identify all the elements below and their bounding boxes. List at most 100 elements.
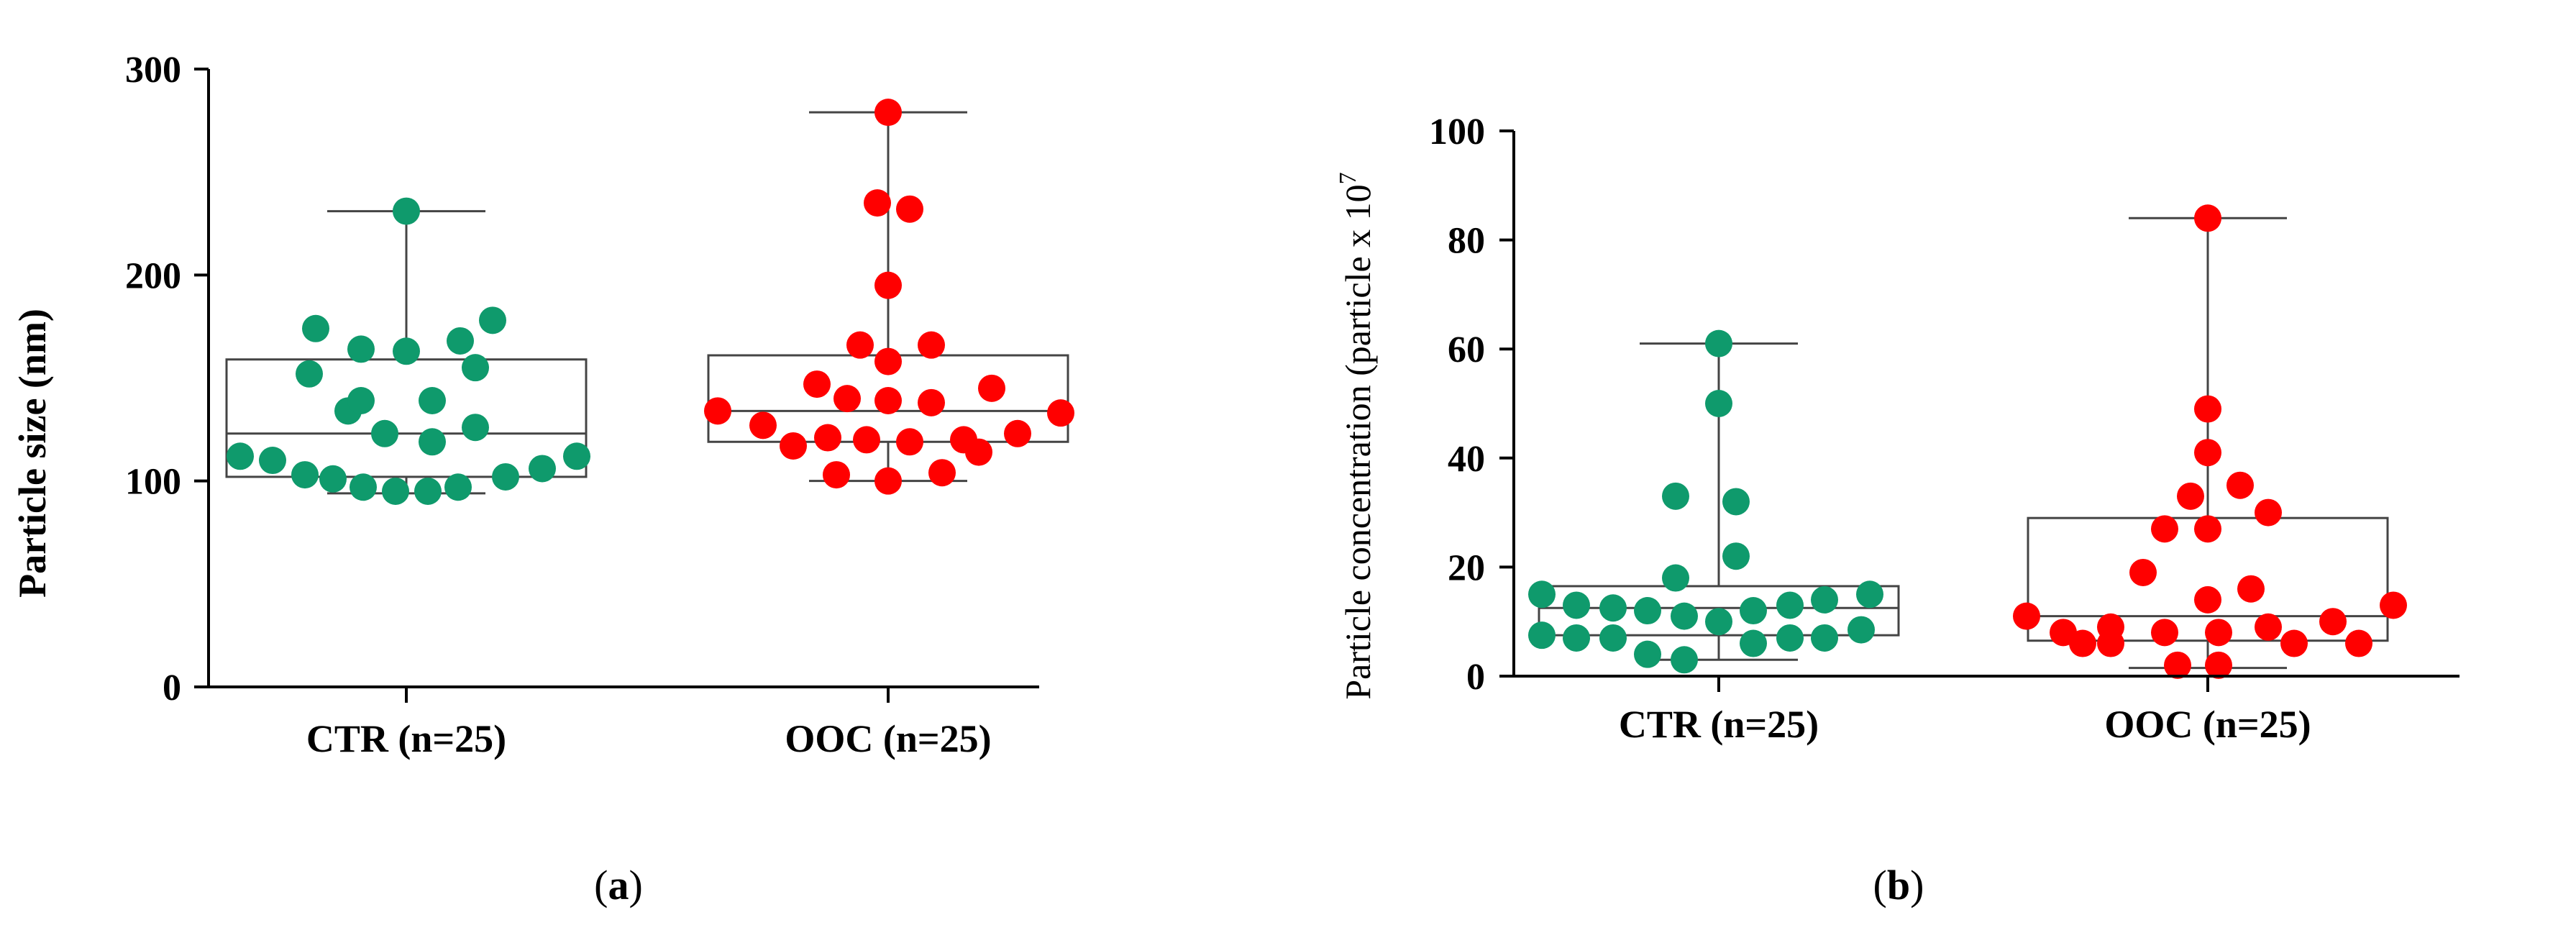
y-axis-label: Particle size (nm)	[11, 309, 54, 598]
data-point	[1662, 564, 1689, 592]
y-tick-label: 100	[1429, 111, 1485, 152]
y-axis-ticks: 0 100 200 300	[125, 50, 209, 708]
y-axis-line	[207, 69, 1039, 688]
data-point	[896, 428, 923, 456]
data-point	[447, 327, 474, 355]
data-point	[2151, 515, 2178, 543]
data-point	[928, 459, 956, 487]
data-point	[814, 424, 841, 452]
data-points	[227, 99, 1074, 505]
data-point	[1811, 585, 1838, 614]
data-point	[529, 455, 556, 483]
data-point	[2194, 439, 2221, 467]
data-point	[896, 195, 923, 223]
data-point	[1740, 629, 1767, 657]
data-point	[259, 447, 286, 475]
box-plots	[225, 111, 1069, 495]
data-point	[393, 337, 420, 365]
data-point	[2345, 629, 2372, 657]
data-point	[1563, 591, 1590, 619]
data-point	[1528, 580, 1556, 609]
data-point	[1671, 646, 1698, 674]
data-point	[291, 461, 319, 489]
data-point	[874, 99, 902, 127]
data-point	[347, 335, 375, 363]
data-point	[1856, 580, 1883, 609]
data-point	[462, 354, 489, 382]
data-point	[780, 432, 807, 460]
y-tick-label: 300	[125, 50, 181, 91]
y-tick-label: 100	[125, 462, 181, 503]
data-point	[1776, 591, 1804, 619]
data-point	[2226, 471, 2254, 499]
data-point	[302, 314, 329, 342]
data-point	[2129, 558, 2157, 586]
x-axis-ticks	[405, 687, 890, 703]
data-point	[1528, 621, 1556, 650]
panel-label: (a)	[594, 862, 643, 908]
data-point	[419, 428, 446, 456]
data-point	[965, 438, 992, 466]
x-category-label: CTR (n=25)	[306, 717, 506, 760]
data-point	[864, 189, 891, 217]
y-tick-label: 80	[1448, 221, 1485, 262]
box-plot	[1538, 342, 1900, 661]
data-point	[1563, 624, 1590, 652]
data-point	[2069, 629, 2096, 657]
data-point	[749, 411, 777, 439]
y-tick-label: 0	[163, 667, 181, 708]
data-point	[444, 473, 472, 501]
data-point	[371, 419, 398, 447]
box-plots	[1538, 217, 2389, 670]
data-point	[347, 386, 375, 414]
y-tick-label: 200	[125, 255, 181, 296]
data-point	[853, 426, 880, 454]
y-axis-ticks: 0 20 40 60 80 100	[1429, 111, 1514, 698]
data-point	[393, 197, 420, 225]
data-point	[978, 374, 1005, 402]
x-category-label: OOC (n=25)	[2104, 703, 2311, 746]
data-point	[874, 271, 902, 299]
data-point	[479, 306, 506, 334]
data-point	[2255, 498, 2282, 527]
data-point	[1004, 419, 1031, 447]
data-point	[1599, 594, 1627, 622]
data-point	[563, 442, 590, 470]
data-point	[1662, 482, 1689, 510]
data-point	[1634, 640, 1661, 668]
data-point	[2097, 629, 2124, 657]
data-point	[823, 461, 850, 489]
data-point	[382, 477, 409, 505]
data-point	[2164, 651, 2191, 679]
chart-panel-a: Particle size (nm) 0 100 200 300 CTR (n=25)…	[11, 50, 1074, 908]
data-point	[1847, 616, 1875, 644]
data-point	[1705, 608, 1732, 636]
data-point	[874, 347, 902, 375]
data-point	[846, 331, 874, 359]
data-point	[1705, 390, 1732, 417]
data-point	[296, 360, 323, 388]
x-category-label: CTR (n=25)	[1619, 703, 1819, 746]
data-points	[1528, 204, 2407, 679]
data-point	[2151, 619, 2178, 647]
data-point	[2205, 651, 2232, 679]
data-point	[2319, 608, 2347, 636]
data-point	[803, 370, 831, 398]
data-point	[2194, 204, 2221, 232]
data-point	[1599, 624, 1627, 652]
y-axis-label: Particle concentration (particle x 107	[1335, 172, 1378, 699]
data-point	[2280, 629, 2308, 657]
data-point	[462, 414, 489, 442]
data-point	[1722, 542, 1750, 570]
data-point	[704, 397, 731, 425]
x-axis-ticks	[1717, 676, 2209, 692]
data-point	[918, 388, 945, 416]
data-point	[833, 385, 861, 413]
chart-panel-b: Particle concentration (particle x 107 0…	[1335, 111, 2459, 908]
data-point	[1047, 399, 1074, 427]
data-point	[2013, 602, 2040, 630]
y-axis-line	[1512, 131, 2459, 678]
data-point	[1705, 329, 1732, 357]
y-tick-label: 60	[1448, 329, 1485, 370]
